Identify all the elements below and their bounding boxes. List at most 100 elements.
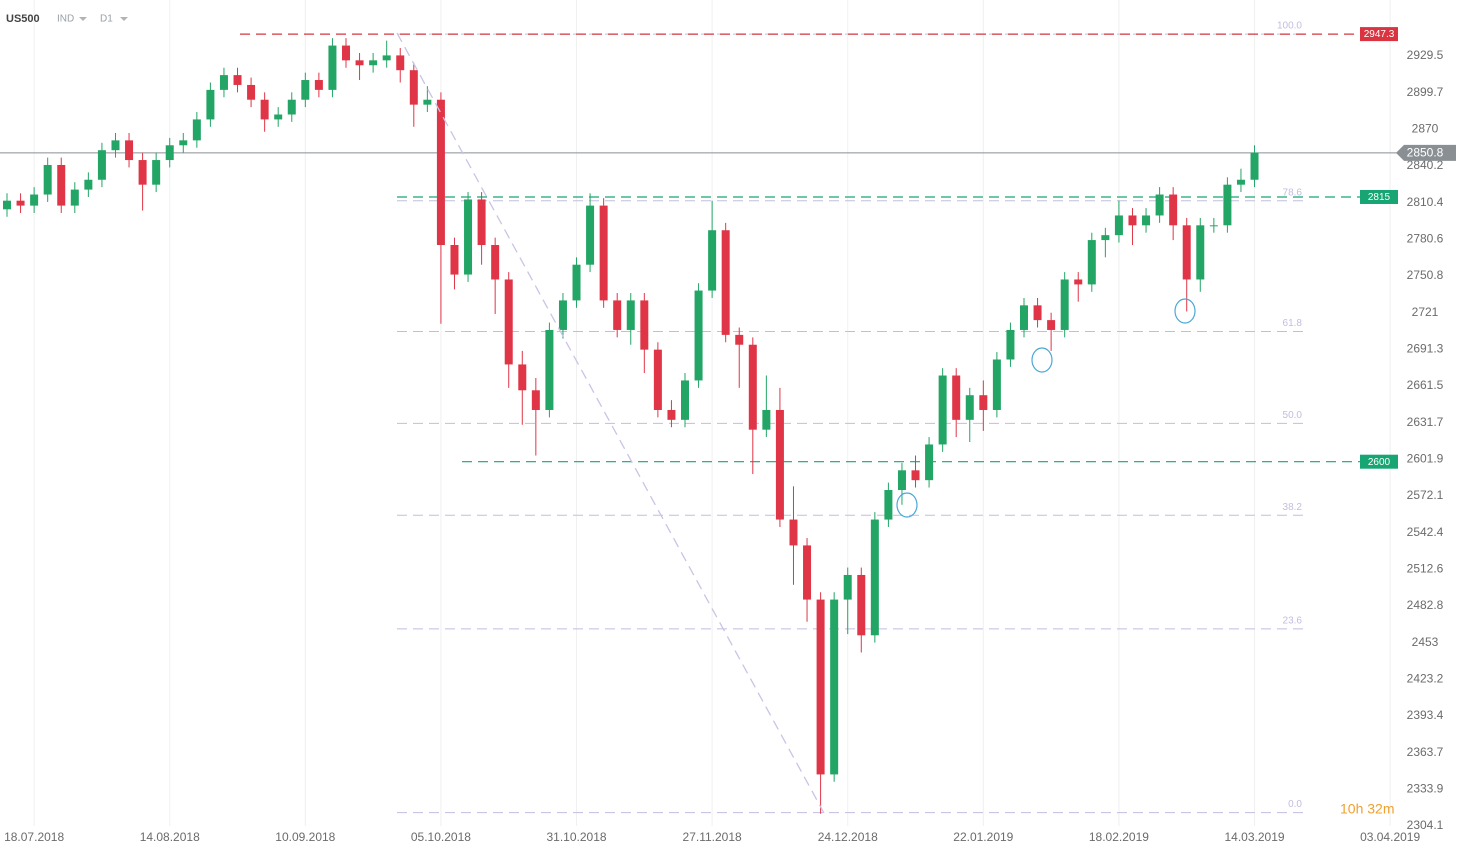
x-tick-label: 03.04.2019 (1360, 830, 1420, 844)
candle-body (857, 574, 866, 636)
candle-body (152, 160, 161, 185)
highlight-circle (896, 492, 918, 518)
candle-body (247, 84, 256, 100)
y-tick-label: 2572.1 (1407, 488, 1444, 502)
candle-body (572, 264, 581, 301)
level-badge (1360, 27, 1398, 42)
y-tick-label: 2810.4 (1407, 195, 1444, 209)
candle-body (396, 55, 405, 71)
fib-level-label: 50.0 (1283, 410, 1303, 421)
candle-body (125, 140, 134, 161)
candle-body (1182, 225, 1191, 280)
candle-body (992, 359, 1001, 410)
y-tick-label: 2333.9 (1407, 781, 1444, 795)
candle-body (1196, 225, 1205, 280)
candle-body (192, 119, 201, 141)
candle-body (314, 80, 323, 90)
fib-level-label: 100.0 (1277, 21, 1302, 32)
instrument-type[interactable]: IND (57, 14, 74, 25)
candle-body (518, 364, 527, 391)
y-tick-label: 2899.7 (1407, 85, 1444, 99)
current-price-badge (1396, 144, 1456, 161)
candle-body (436, 99, 445, 246)
candle-body (504, 279, 513, 365)
y-tick-label: 2423.2 (1407, 672, 1444, 686)
dropdown-arrow[interactable] (79, 17, 87, 21)
y-tick-label: 2631.7 (1407, 415, 1444, 429)
x-tick-label: 18.02.2019 (1089, 830, 1149, 844)
candle-body (613, 300, 622, 330)
candle-body (1169, 194, 1178, 226)
y-tick-label: 2661.5 (1407, 378, 1444, 392)
symbol[interactable]: US500 (6, 13, 40, 25)
level-badge (1360, 189, 1398, 204)
fib-trend-line (396, 32, 825, 814)
level-label: 2815 (1368, 192, 1391, 203)
candle-body (843, 574, 852, 600)
candle-body (694, 290, 703, 381)
candle-body (1209, 225, 1218, 227)
countdown: 10h 32m (1340, 801, 1394, 817)
x-tick-label: 14.08.2018 (140, 830, 200, 844)
candle-body (1114, 215, 1123, 236)
candle-body (328, 45, 337, 90)
candle-body (897, 470, 906, 491)
candle-body (219, 75, 228, 90)
y-tick-label: 2542.4 (1407, 525, 1444, 539)
fib-level-label: 78.6 (1283, 187, 1303, 198)
candle-body (179, 140, 188, 146)
candle-body (870, 519, 879, 636)
x-tick-label: 27.11.2018 (683, 830, 742, 844)
candle-body (464, 199, 473, 275)
y-tick-label: 2304.1 (1407, 818, 1444, 832)
candle-body (789, 519, 798, 546)
candle-body (355, 60, 364, 66)
candle-body (1142, 215, 1151, 226)
y-tick-label: 2750.8 (1407, 268, 1444, 282)
candle-body (1033, 305, 1042, 321)
interval[interactable]: D1 (100, 14, 113, 25)
candle-body (30, 194, 39, 206)
candle-body (342, 45, 350, 61)
candle-body (599, 205, 608, 301)
candle-body (1020, 305, 1028, 330)
y-tick-label: 2840.2 (1407, 158, 1444, 172)
candle-body (70, 189, 79, 206)
candle-body (1128, 215, 1137, 226)
plot: 100.0 78.6 61.8 50.0 38.2 23.6 0.0 (0, 0, 1400, 826)
candle-body (16, 200, 25, 206)
candle-body (491, 245, 500, 280)
candle-body (477, 199, 486, 246)
highlight-circle (1031, 347, 1053, 373)
x-tick-label: 18.07.2018 (4, 830, 64, 844)
candle-body (450, 245, 459, 275)
candle-body (423, 99, 432, 105)
x-tick-label: 22.01.2019 (953, 830, 1013, 844)
candle-body (111, 140, 120, 151)
x-tick-label: 14.03.2019 (1224, 830, 1284, 844)
candle-body (287, 99, 296, 115)
candle-body (382, 55, 391, 61)
candle-body (1236, 179, 1245, 185)
candle-body (965, 395, 974, 420)
dropdown-arrow[interactable] (120, 17, 128, 21)
x-tick-label: 24.12.2018 (818, 830, 878, 844)
y-tick-label: 2780.6 (1407, 232, 1444, 246)
y-tick-label: 2870 (1412, 121, 1439, 135)
overlay: 18.07.2018 14.08.2018 10.09.2018 05.10.2018… (4, 27, 1456, 844)
level-label: 2947.3 (1364, 29, 1395, 40)
candle-body (558, 300, 567, 330)
fib-level-label: 61.8 (1283, 318, 1303, 329)
candle-body (206, 89, 215, 120)
candle-body (952, 375, 961, 420)
highlight-circle (1174, 298, 1196, 324)
candle-body (667, 409, 676, 420)
candle-body (925, 444, 934, 481)
candle-body (43, 164, 52, 195)
y-tick-label: 2393.4 (1407, 708, 1444, 722)
candle-body (884, 490, 893, 520)
candle-body (775, 409, 784, 520)
candle-body (1047, 320, 1056, 330)
candle-body (748, 344, 757, 430)
candle-body (721, 230, 730, 335)
